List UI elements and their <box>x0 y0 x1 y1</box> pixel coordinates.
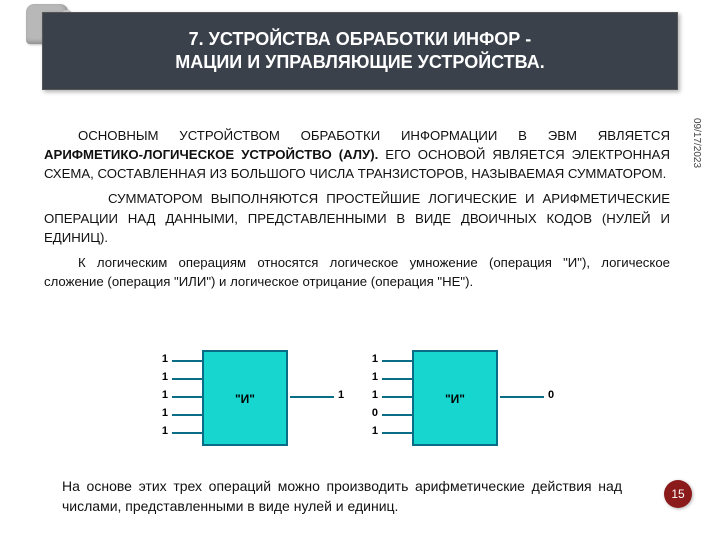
gate-label-left: "И" <box>204 392 286 406</box>
page-number-badge: 15 <box>664 480 692 508</box>
date-vertical: 09/17/2023 <box>691 118 702 168</box>
wire <box>172 414 202 416</box>
bit-right-in-1: 1 <box>366 371 378 383</box>
page-number: 15 <box>671 487 684 501</box>
bit-right-in-3: 0 <box>366 407 378 419</box>
wire <box>172 378 202 380</box>
gate-label-right: "И" <box>414 392 496 406</box>
wire <box>382 360 412 362</box>
wire <box>290 396 334 398</box>
wire <box>172 396 202 398</box>
paragraph-3: К логическим операциям относятся логичес… <box>44 253 670 291</box>
body-text: ОСНОВНЫМ УСТРОЙСТВОМ ОБРАБОТКИ ИНФОРМАЦИ… <box>44 126 670 297</box>
bit-right-in-4: 1 <box>366 425 378 437</box>
bit-right-out: 0 <box>548 389 554 401</box>
wire <box>382 378 412 380</box>
footer-paragraph: На основе этих трех операций можно произ… <box>62 476 622 517</box>
bit-left-in-2: 1 <box>156 389 168 401</box>
bit-right-in-2: 1 <box>366 389 378 401</box>
wire <box>172 360 202 362</box>
p1-part-b: АРИФМЕТИКО-ЛОГИЧЕСКОЕ УСТРОЙСТВО (АЛУ). <box>44 147 378 162</box>
wire <box>500 396 544 398</box>
title-line2: МАЦИИ И УПРАВЛЯЮЩИЕ УСТРОЙСТВА. <box>175 51 545 74</box>
bit-left-in-1: 1 <box>156 371 168 383</box>
title-banner: 7. УСТРОЙСТВА ОБРАБОТКИ ИНФОР - МАЦИИ И … <box>42 12 678 90</box>
bit-right-in-0: 1 <box>366 353 378 365</box>
p1-part-a: ОСНОВНЫМ УСТРОЙСТВОМ ОБРАБОТКИ ИНФОРМАЦИ… <box>78 128 670 143</box>
bit-left-in-4: 1 <box>156 425 168 437</box>
paragraph-1: ОСНОВНЫМ УСТРОЙСТВОМ ОБРАБОТКИ ИНФОРМАЦИ… <box>44 126 670 183</box>
and-gate-left: "И" <box>202 350 288 446</box>
bit-left-in-0: 1 <box>156 353 168 365</box>
wire <box>382 396 412 398</box>
wire <box>172 432 202 434</box>
wire <box>382 414 412 416</box>
logic-diagram: "И" 1 1 1 1 1 1 "И" 1 1 1 0 1 0 <box>150 340 570 460</box>
and-gate-right: "И" <box>412 350 498 446</box>
title-line1: 7. УСТРОЙСТВА ОБРАБОТКИ ИНФОР - <box>189 28 532 51</box>
paragraph-2: СУММАТОРОМ ВЫПОЛНЯЮТСЯ ПРОСТЕЙШИЕ ЛОГИЧЕ… <box>44 189 670 246</box>
bit-left-out: 1 <box>338 389 344 401</box>
bit-left-in-3: 1 <box>156 407 168 419</box>
wire <box>382 432 412 434</box>
